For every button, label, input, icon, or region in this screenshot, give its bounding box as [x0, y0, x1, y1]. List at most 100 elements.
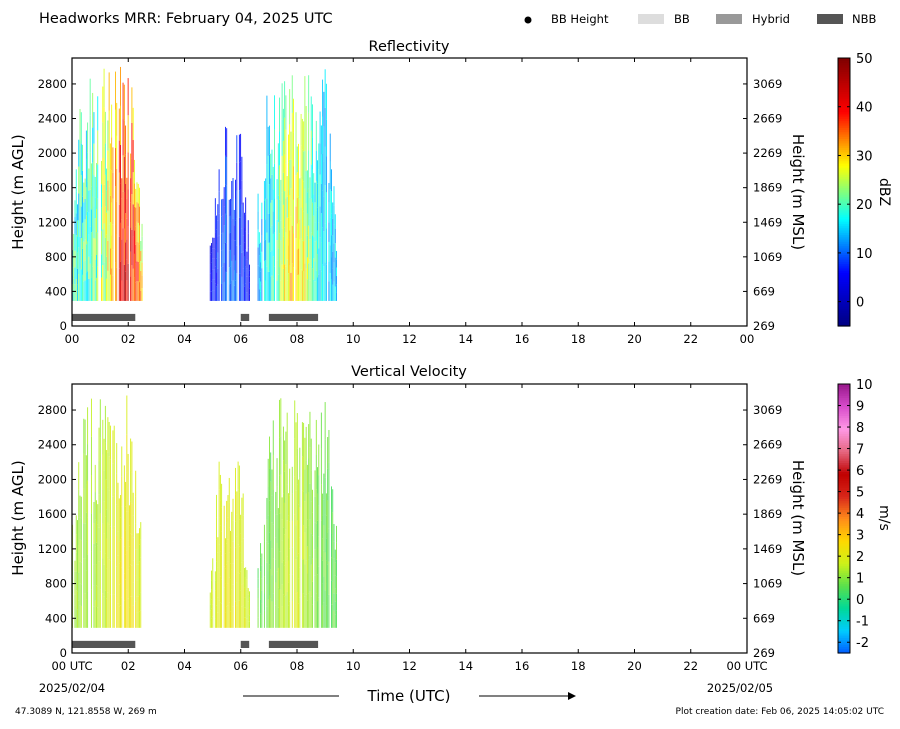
y-tick-label: 800 [45, 250, 67, 264]
echo-cell [276, 179, 278, 200]
echo-cell [277, 508, 279, 529]
echo-cell [310, 533, 312, 565]
echo-cell [282, 560, 284, 595]
colorbar-cell [838, 540, 850, 544]
echo-cell [230, 595, 231, 612]
echo-cell [90, 255, 92, 279]
echo-cell [272, 593, 274, 628]
echo-cell [277, 169, 279, 196]
echo-cell [232, 218, 234, 240]
echo-cell [257, 588, 259, 599]
echo-cell [238, 245, 240, 274]
echo-cell [117, 531, 119, 556]
echo-cell [122, 82, 124, 120]
echo-cell [332, 581, 334, 605]
echo-cell [261, 565, 263, 579]
echo-cell [266, 562, 268, 585]
echo-cell [115, 109, 116, 149]
echo-cell [334, 614, 336, 628]
echo-cell [308, 225, 310, 264]
echo-cell [223, 206, 225, 226]
echo-cell [94, 176, 96, 198]
echo-cell [275, 491, 277, 515]
echo-cell [120, 66, 121, 106]
echo-cell [222, 249, 224, 267]
colorbar-tick-label: 9 [856, 400, 864, 415]
echo-cell [257, 211, 259, 230]
echo-cell [217, 236, 219, 253]
echo-cell [111, 268, 113, 301]
echo-cell [260, 281, 262, 292]
echo-cell [296, 556, 298, 593]
echo-cell [211, 618, 212, 628]
colorbar-cell [838, 590, 850, 594]
colorbar-cell [838, 162, 850, 166]
echo-cell [74, 217, 76, 234]
colorbar-tick-label: 2 [856, 550, 864, 565]
echo-cell [212, 279, 214, 291]
colorbar-cell [838, 552, 850, 555]
echo-cell [135, 523, 137, 550]
colorbar-cell [838, 457, 850, 461]
echo-cell [225, 553, 226, 569]
echo-cell [96, 209, 97, 232]
echo-cell [295, 143, 297, 176]
echo-cell [263, 610, 265, 628]
echo-cell [312, 512, 313, 536]
echo-cell [281, 562, 283, 585]
x-tick-label: 06 [233, 659, 248, 673]
echo-cell [246, 608, 248, 619]
echo-cell [83, 558, 85, 593]
velocity-colorbar-label: m/s [876, 505, 892, 531]
echo-cell [242, 251, 244, 269]
echo-cell [285, 163, 287, 199]
echo-cell [84, 419, 86, 455]
echo-cell [336, 292, 337, 301]
echo-cell [245, 231, 247, 250]
y-tick-label: 2000 [38, 146, 67, 160]
colorbar-cell [838, 534, 850, 538]
echo-cell [243, 286, 245, 301]
echo-cell [304, 113, 306, 152]
echo-cell [266, 541, 268, 563]
echo-cell [223, 281, 225, 301]
colorbar-cell [838, 549, 850, 553]
echo-cell [116, 168, 118, 202]
echo-cell [241, 180, 243, 205]
colorbar-cell [838, 395, 850, 399]
echo-cell [241, 519, 243, 542]
echo-cell [94, 218, 96, 239]
colorbar-cell [838, 142, 850, 146]
echo-cell [217, 268, 219, 285]
colorbar-cell [838, 558, 850, 562]
echo-cell [230, 611, 231, 628]
echo-cell [285, 464, 287, 498]
echo-cell [260, 613, 262, 628]
echo-cell [304, 151, 306, 189]
echo-cell [291, 188, 293, 226]
echo-cell [327, 564, 329, 597]
echo-cell [315, 210, 317, 241]
echo-cell [306, 235, 308, 258]
echo-cell [231, 200, 233, 221]
colorbar-cell [838, 145, 850, 148]
echo-cell [289, 495, 291, 522]
echo-cell [294, 514, 296, 553]
echo-cell [308, 492, 310, 526]
echo-cell [310, 501, 312, 534]
echo-cell [121, 567, 123, 598]
echo-cell [211, 272, 212, 282]
echo-cell [249, 621, 250, 628]
echo-cell [212, 248, 214, 259]
echo-cell [267, 155, 269, 185]
echo-cell [231, 511, 233, 532]
colorbar-tick-label: 0 [856, 296, 864, 311]
echo-cell [108, 422, 110, 457]
echo-cell [125, 184, 127, 214]
echo-cell [121, 178, 123, 199]
echo-cell [328, 202, 330, 223]
echo-cell [242, 284, 244, 301]
echo-cell [294, 589, 296, 628]
echo-cell [243, 587, 245, 598]
echo-period [72, 66, 143, 301]
